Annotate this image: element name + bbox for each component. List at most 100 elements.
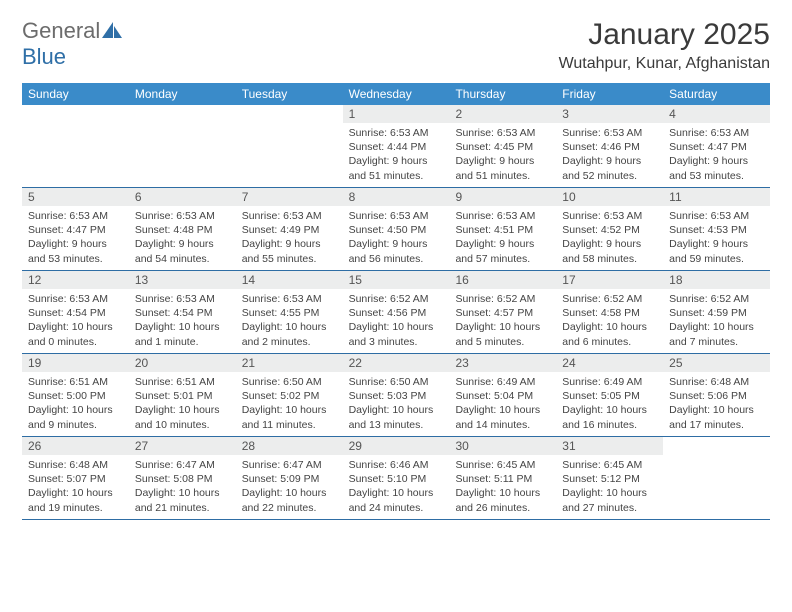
sunrise-text: Sunrise: 6:52 AM: [455, 292, 550, 306]
cell-body: Sunrise: 6:47 AMSunset: 5:09 PMDaylight:…: [236, 455, 343, 519]
cell-body: Sunrise: 6:53 AMSunset: 4:45 PMDaylight:…: [449, 123, 556, 187]
sunset-text: Sunset: 4:57 PM: [455, 306, 550, 320]
sunset-text: Sunset: 4:51 PM: [455, 223, 550, 237]
day-number: 15: [343, 271, 450, 289]
calendar-week: 1Sunrise: 6:53 AMSunset: 4:44 PMDaylight…: [22, 105, 770, 188]
calendar-page: GeneralBlue January 2025 Wutahpur, Kunar…: [0, 0, 792, 538]
day-number: 28: [236, 437, 343, 455]
sunset-text: Sunset: 4:58 PM: [562, 306, 657, 320]
sunset-text: Sunset: 4:59 PM: [669, 306, 764, 320]
daylight-text: Daylight: 9 hours and 53 minutes.: [28, 237, 123, 265]
cell-body: Sunrise: 6:53 AMSunset: 4:51 PMDaylight:…: [449, 206, 556, 270]
cell-body: Sunrise: 6:45 AMSunset: 5:12 PMDaylight:…: [556, 455, 663, 519]
calendar-cell: 30Sunrise: 6:45 AMSunset: 5:11 PMDayligh…: [449, 437, 556, 519]
sunrise-text: Sunrise: 6:47 AM: [242, 458, 337, 472]
sunset-text: Sunset: 5:09 PM: [242, 472, 337, 486]
day-number: 20: [129, 354, 236, 372]
day-number: 8: [343, 188, 450, 206]
daylight-text: Daylight: 10 hours and 16 minutes.: [562, 403, 657, 431]
cell-body: Sunrise: 6:53 AMSunset: 4:47 PMDaylight:…: [22, 206, 129, 270]
day-number: 26: [22, 437, 129, 455]
cell-body: Sunrise: 6:50 AMSunset: 5:03 PMDaylight:…: [343, 372, 450, 436]
cell-body: Sunrise: 6:49 AMSunset: 5:04 PMDaylight:…: [449, 372, 556, 436]
sunset-text: Sunset: 5:03 PM: [349, 389, 444, 403]
sunrise-text: Sunrise: 6:53 AM: [28, 209, 123, 223]
calendar-cell: 12Sunrise: 6:53 AMSunset: 4:54 PMDayligh…: [22, 271, 129, 353]
day-number: 18: [663, 271, 770, 289]
sunrise-text: Sunrise: 6:53 AM: [135, 292, 230, 306]
cell-body: Sunrise: 6:46 AMSunset: 5:10 PMDaylight:…: [343, 455, 450, 519]
sunset-text: Sunset: 4:54 PM: [135, 306, 230, 320]
cell-body: Sunrise: 6:53 AMSunset: 4:52 PMDaylight:…: [556, 206, 663, 270]
daylight-text: Daylight: 10 hours and 6 minutes.: [562, 320, 657, 348]
cell-body: Sunrise: 6:52 AMSunset: 4:57 PMDaylight:…: [449, 289, 556, 353]
day-number: 3: [556, 105, 663, 123]
day-number: 11: [663, 188, 770, 206]
sunset-text: Sunset: 4:52 PM: [562, 223, 657, 237]
logo-word2: Blue: [22, 44, 66, 69]
calendar-cell: 19Sunrise: 6:51 AMSunset: 5:00 PMDayligh…: [22, 354, 129, 436]
sunset-text: Sunset: 5:12 PM: [562, 472, 657, 486]
calendar-cell: [236, 105, 343, 187]
cell-body: Sunrise: 6:53 AMSunset: 4:55 PMDaylight:…: [236, 289, 343, 353]
daylight-text: Daylight: 10 hours and 21 minutes.: [135, 486, 230, 514]
calendar-cell: 5Sunrise: 6:53 AMSunset: 4:47 PMDaylight…: [22, 188, 129, 270]
sunset-text: Sunset: 4:56 PM: [349, 306, 444, 320]
sunrise-text: Sunrise: 6:45 AM: [455, 458, 550, 472]
calendar-cell: 21Sunrise: 6:50 AMSunset: 5:02 PMDayligh…: [236, 354, 343, 436]
calendar-cell: 2Sunrise: 6:53 AMSunset: 4:45 PMDaylight…: [449, 105, 556, 187]
sunrise-text: Sunrise: 6:49 AM: [455, 375, 550, 389]
calendar-cell: 22Sunrise: 6:50 AMSunset: 5:03 PMDayligh…: [343, 354, 450, 436]
cell-body: Sunrise: 6:53 AMSunset: 4:47 PMDaylight:…: [663, 123, 770, 187]
calendar-cell: 26Sunrise: 6:48 AMSunset: 5:07 PMDayligh…: [22, 437, 129, 519]
weekday-label: Tuesday: [236, 83, 343, 105]
day-number: 9: [449, 188, 556, 206]
sunrise-text: Sunrise: 6:46 AM: [349, 458, 444, 472]
day-number: 25: [663, 354, 770, 372]
weekday-header: Sunday Monday Tuesday Wednesday Thursday…: [22, 83, 770, 105]
sunrise-text: Sunrise: 6:45 AM: [562, 458, 657, 472]
cell-body: Sunrise: 6:53 AMSunset: 4:44 PMDaylight:…: [343, 123, 450, 187]
daylight-text: Daylight: 10 hours and 0 minutes.: [28, 320, 123, 348]
sunrise-text: Sunrise: 6:53 AM: [562, 209, 657, 223]
daylight-text: Daylight: 10 hours and 26 minutes.: [455, 486, 550, 514]
sunset-text: Sunset: 4:44 PM: [349, 140, 444, 154]
sunrise-text: Sunrise: 6:53 AM: [669, 209, 764, 223]
calendar-body: 1Sunrise: 6:53 AMSunset: 4:44 PMDaylight…: [22, 105, 770, 520]
day-number: 12: [22, 271, 129, 289]
sunrise-text: Sunrise: 6:51 AM: [135, 375, 230, 389]
daylight-text: Daylight: 10 hours and 10 minutes.: [135, 403, 230, 431]
sunrise-text: Sunrise: 6:53 AM: [562, 126, 657, 140]
day-number: 21: [236, 354, 343, 372]
sunrise-text: Sunrise: 6:53 AM: [135, 209, 230, 223]
sunset-text: Sunset: 5:08 PM: [135, 472, 230, 486]
calendar-cell: 3Sunrise: 6:53 AMSunset: 4:46 PMDaylight…: [556, 105, 663, 187]
cell-body: Sunrise: 6:53 AMSunset: 4:50 PMDaylight:…: [343, 206, 450, 270]
sunrise-text: Sunrise: 6:47 AM: [135, 458, 230, 472]
calendar-cell: 8Sunrise: 6:53 AMSunset: 4:50 PMDaylight…: [343, 188, 450, 270]
logo-word1: General: [22, 18, 100, 43]
sunrise-text: Sunrise: 6:53 AM: [455, 209, 550, 223]
daylight-text: Daylight: 9 hours and 53 minutes.: [669, 154, 764, 182]
daylight-text: Daylight: 9 hours and 58 minutes.: [562, 237, 657, 265]
day-number: 2: [449, 105, 556, 123]
sunrise-text: Sunrise: 6:51 AM: [28, 375, 123, 389]
cell-body: Sunrise: 6:52 AMSunset: 4:58 PMDaylight:…: [556, 289, 663, 353]
calendar-cell: [22, 105, 129, 187]
day-number: 31: [556, 437, 663, 455]
calendar-cell: 23Sunrise: 6:49 AMSunset: 5:04 PMDayligh…: [449, 354, 556, 436]
daylight-text: Daylight: 10 hours and 7 minutes.: [669, 320, 764, 348]
day-number: 7: [236, 188, 343, 206]
sunset-text: Sunset: 5:04 PM: [455, 389, 550, 403]
daylight-text: Daylight: 10 hours and 14 minutes.: [455, 403, 550, 431]
cell-body: Sunrise: 6:48 AMSunset: 5:06 PMDaylight:…: [663, 372, 770, 436]
cell-body: Sunrise: 6:50 AMSunset: 5:02 PMDaylight:…: [236, 372, 343, 436]
cell-body: Sunrise: 6:47 AMSunset: 5:08 PMDaylight:…: [129, 455, 236, 519]
cell-body: Sunrise: 6:52 AMSunset: 4:56 PMDaylight:…: [343, 289, 450, 353]
weekday-label: Thursday: [449, 83, 556, 105]
calendar-cell: [129, 105, 236, 187]
cell-body: Sunrise: 6:53 AMSunset: 4:53 PMDaylight:…: [663, 206, 770, 270]
daylight-text: Daylight: 10 hours and 3 minutes.: [349, 320, 444, 348]
cell-body: Sunrise: 6:52 AMSunset: 4:59 PMDaylight:…: [663, 289, 770, 353]
daylight-text: Daylight: 10 hours and 27 minutes.: [562, 486, 657, 514]
